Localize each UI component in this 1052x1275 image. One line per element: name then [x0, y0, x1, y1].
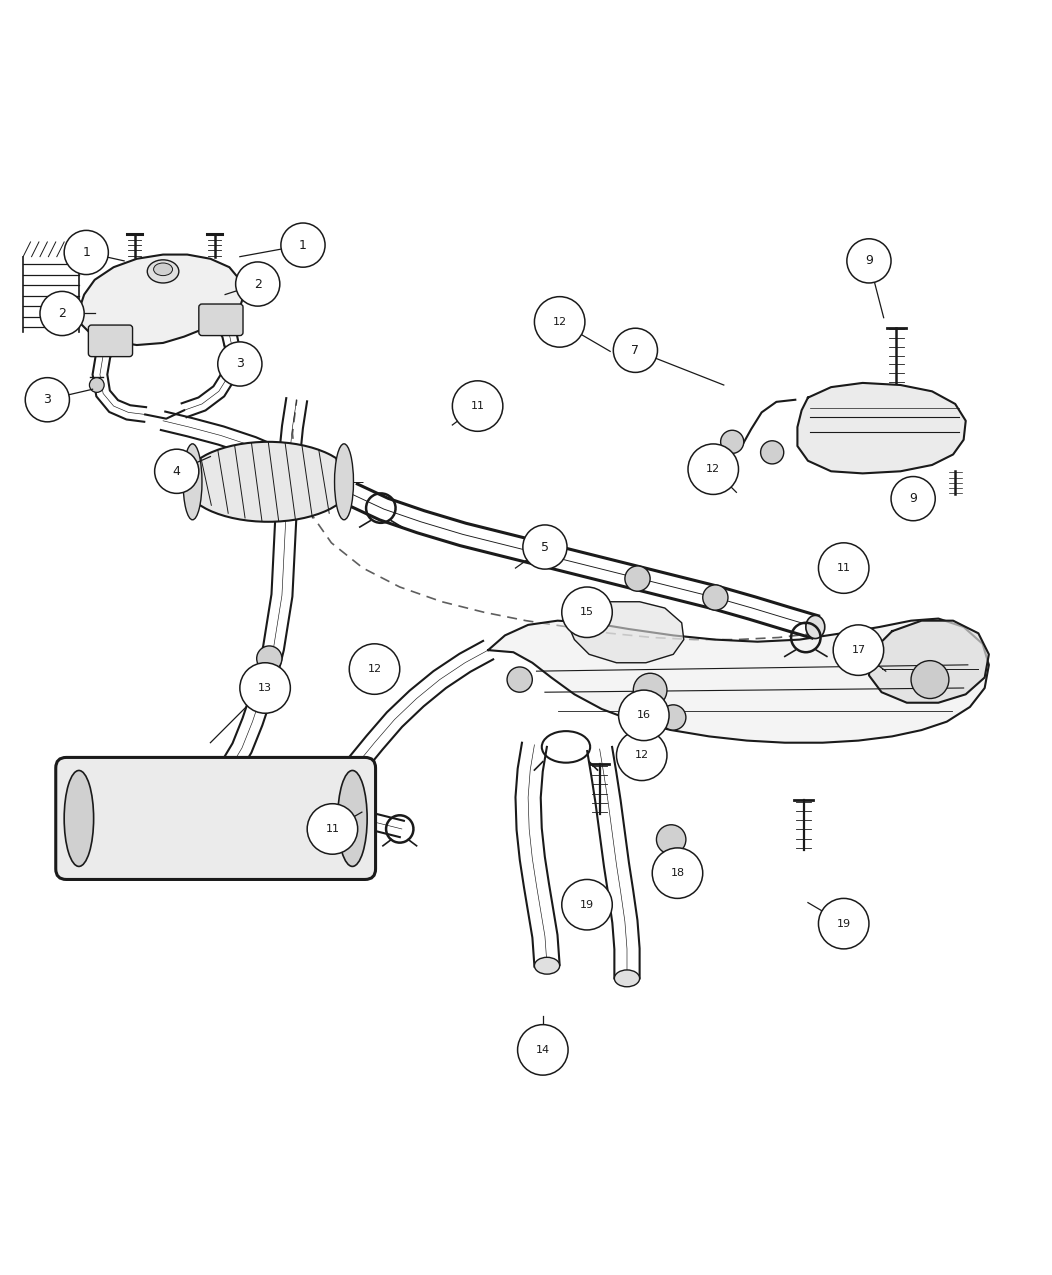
- Ellipse shape: [154, 263, 173, 275]
- Circle shape: [518, 1025, 568, 1075]
- Circle shape: [652, 848, 703, 899]
- Text: 2: 2: [58, 307, 66, 320]
- Circle shape: [616, 731, 667, 780]
- Circle shape: [218, 342, 262, 386]
- Text: 3: 3: [43, 393, 52, 407]
- Ellipse shape: [184, 442, 352, 521]
- Text: 1: 1: [299, 238, 307, 251]
- Circle shape: [625, 566, 650, 592]
- Text: 18: 18: [670, 868, 685, 878]
- Text: 4: 4: [173, 465, 181, 478]
- Circle shape: [761, 441, 784, 464]
- Ellipse shape: [147, 260, 179, 283]
- Ellipse shape: [183, 444, 202, 520]
- FancyBboxPatch shape: [88, 325, 133, 357]
- Text: 11: 11: [325, 824, 340, 834]
- Text: 1: 1: [82, 246, 90, 259]
- Text: 2: 2: [254, 278, 262, 291]
- Circle shape: [155, 449, 199, 493]
- Circle shape: [452, 381, 503, 431]
- Text: 11: 11: [470, 402, 485, 411]
- Ellipse shape: [614, 970, 640, 987]
- Circle shape: [911, 660, 949, 699]
- Text: 16: 16: [636, 710, 651, 720]
- Circle shape: [613, 328, 658, 372]
- Circle shape: [64, 231, 108, 274]
- Circle shape: [703, 585, 728, 611]
- Polygon shape: [797, 382, 966, 473]
- Polygon shape: [568, 602, 684, 663]
- Circle shape: [818, 543, 869, 593]
- Text: 14: 14: [535, 1046, 550, 1054]
- Circle shape: [661, 705, 686, 731]
- Ellipse shape: [335, 444, 353, 520]
- Text: 19: 19: [836, 919, 851, 928]
- Polygon shape: [79, 255, 244, 346]
- Circle shape: [656, 825, 686, 854]
- Circle shape: [562, 586, 612, 638]
- Polygon shape: [869, 621, 989, 703]
- Circle shape: [240, 663, 290, 713]
- FancyBboxPatch shape: [199, 303, 243, 335]
- FancyBboxPatch shape: [56, 757, 376, 880]
- Circle shape: [891, 477, 935, 520]
- Text: 13: 13: [258, 683, 272, 694]
- Circle shape: [507, 667, 532, 692]
- Text: 7: 7: [631, 344, 640, 357]
- Text: 9: 9: [909, 492, 917, 505]
- Ellipse shape: [64, 770, 94, 867]
- Text: 12: 12: [634, 750, 649, 760]
- Ellipse shape: [338, 770, 367, 867]
- Text: 12: 12: [367, 664, 382, 674]
- Circle shape: [257, 646, 282, 671]
- Text: 17: 17: [851, 645, 866, 655]
- Text: 15: 15: [580, 607, 594, 617]
- Text: 12: 12: [706, 464, 721, 474]
- Circle shape: [818, 899, 869, 949]
- Circle shape: [307, 803, 358, 854]
- Text: 12: 12: [552, 317, 567, 326]
- Circle shape: [89, 377, 104, 393]
- Circle shape: [523, 525, 567, 569]
- Circle shape: [721, 430, 744, 454]
- Circle shape: [281, 223, 325, 268]
- Circle shape: [619, 690, 669, 741]
- Text: 5: 5: [541, 541, 549, 553]
- Circle shape: [833, 625, 884, 676]
- Circle shape: [236, 261, 280, 306]
- Ellipse shape: [534, 958, 560, 974]
- Circle shape: [25, 377, 69, 422]
- Circle shape: [534, 297, 585, 347]
- Polygon shape: [488, 618, 989, 743]
- Circle shape: [633, 673, 667, 706]
- Circle shape: [847, 238, 891, 283]
- Ellipse shape: [806, 616, 825, 639]
- Circle shape: [688, 444, 739, 495]
- Circle shape: [562, 880, 612, 929]
- Text: 11: 11: [836, 564, 851, 572]
- Text: 19: 19: [580, 900, 594, 909]
- Text: 3: 3: [236, 357, 244, 371]
- Text: 9: 9: [865, 255, 873, 268]
- Circle shape: [40, 292, 84, 335]
- Circle shape: [349, 644, 400, 695]
